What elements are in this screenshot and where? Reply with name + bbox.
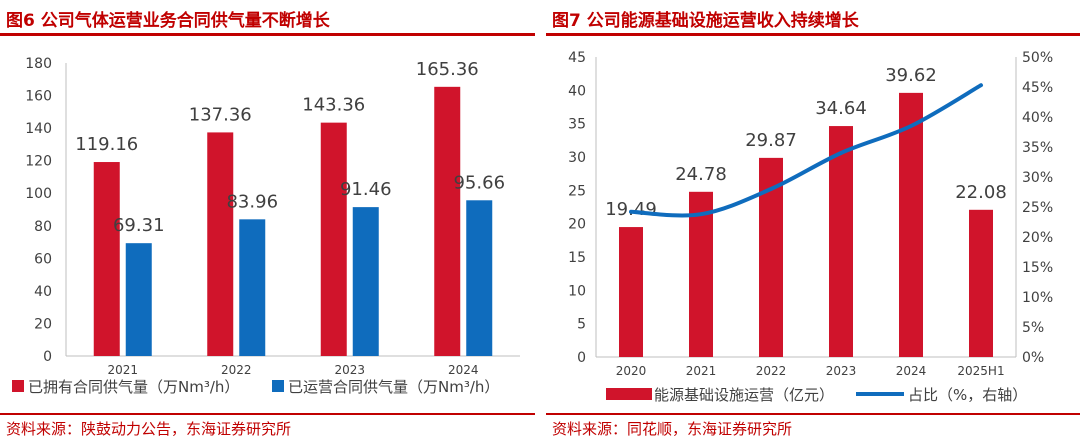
x-tick-label: 2021 — [107, 363, 138, 377]
y-tick-label: 160 — [25, 89, 52, 105]
y-tick-label: 180 — [25, 56, 52, 72]
y-tick-label: 0 — [43, 349, 52, 365]
figure-7-label: 图7 — [552, 11, 581, 31]
legend-label-share: 占比（%，右轴） — [908, 386, 1027, 404]
figure-7-panel: 图7 公司能源基础设施运营收入持续增长 0 5 10 15 20 25 30 35 40 45 0%… — [546, 0, 1080, 445]
figure-6-title: 图6 公司气体运营业务合同供气量不断增长 — [6, 6, 330, 31]
data-label: 19.49 — [605, 199, 657, 220]
x-tick-label: 2021 — [686, 364, 717, 378]
y-tick-label: 30 — [568, 150, 586, 166]
bar-operating — [352, 207, 379, 356]
legend-swatch-operating — [272, 380, 284, 392]
legend-label-operating: 已运营合同供气量（万Nm³/h） — [288, 378, 499, 396]
y-tick-label: 35 — [568, 117, 586, 133]
legend-swatch-owned — [12, 380, 24, 392]
legend-swatch-revenue — [606, 388, 652, 400]
data-label: 29.87 — [745, 130, 797, 151]
figure-7-chart: 0 5 10 15 20 25 30 35 40 45 0% 5% 10% 15% 20% 25% 30% 35%… — [568, 50, 1053, 404]
y-tick-label: 80 — [34, 219, 52, 235]
x-tick-label: 2024 — [448, 363, 479, 377]
figure-7-title-text: 公司能源基础设施运营收入持续增长 — [586, 11, 859, 31]
figure-7-title: 图7 公司能源基础设施运营收入持续增长 — [552, 6, 859, 31]
y2-tick-label: 15% — [1022, 260, 1053, 276]
data-label: 83.96 — [226, 191, 278, 212]
y-tick-label: 10 — [568, 283, 586, 299]
y-tick-label: 140 — [25, 121, 52, 137]
figure-6-label: 图6 — [6, 11, 35, 31]
figure-7-source: 资料来源：同花顺，东海证券研究所 — [552, 420, 793, 438]
data-label: 95.66 — [453, 172, 505, 193]
bar-owned — [320, 122, 347, 356]
data-label: 34.64 — [815, 98, 867, 119]
y2-tick-label: 5% — [1022, 320, 1044, 336]
data-label: 165.36 — [416, 59, 479, 80]
bar-owned — [434, 86, 461, 357]
y-tick-label: 120 — [25, 154, 52, 170]
data-label: 137.36 — [189, 104, 252, 125]
y-tick-label: 60 — [34, 251, 52, 267]
legend-label-owned: 已拥有合同供气量（万Nm³/h） — [28, 378, 239, 396]
y2-tick-label: 35% — [1022, 140, 1053, 156]
data-label: 119.16 — [75, 134, 138, 155]
bar-revenue — [829, 126, 853, 357]
bar-operating — [466, 200, 493, 356]
bar-revenue — [899, 92, 923, 357]
y-tick-label: 40 — [568, 83, 586, 99]
y2-tick-label: 0% — [1022, 350, 1044, 366]
y2-tick-label: 50% — [1022, 50, 1053, 66]
bar-owned — [207, 132, 234, 356]
bar-revenue — [969, 209, 993, 357]
y-tick-label: 25 — [568, 183, 586, 199]
data-label: 143.36 — [302, 95, 365, 116]
y-tick-label: 5 — [577, 317, 586, 333]
x-tick-label: 2024 — [896, 364, 927, 378]
bar-operating — [125, 243, 152, 356]
figure-6-source: 资料来源：陕鼓动力公告，东海证券研究所 — [6, 420, 292, 438]
data-label: 39.62 — [885, 65, 937, 86]
y2-tick-label: 45% — [1022, 80, 1053, 96]
y-tick-label: 15 — [568, 250, 586, 266]
share-line — [629, 83, 983, 218]
y-tick-label: 0 — [577, 350, 586, 366]
y-tick-label: 40 — [34, 284, 52, 300]
y-tick-label: 100 — [25, 186, 52, 202]
bar-revenue — [689, 191, 713, 357]
data-label: 69.31 — [113, 215, 165, 236]
figure-7-source-rule — [546, 413, 1080, 415]
x-tick-label: 2020 — [616, 364, 647, 378]
data-label: 22.08 — [955, 182, 1007, 203]
y2-tick-label: 40% — [1022, 110, 1053, 126]
x-tick-label: 2022 — [221, 363, 252, 377]
x-tick-label: 2023 — [334, 363, 365, 377]
y2-tick-label: 30% — [1022, 170, 1053, 186]
bar-owned — [93, 162, 120, 356]
figure-6-title-text: 公司气体运营业务合同供气量不断增长 — [40, 11, 330, 31]
data-label: 91.46 — [340, 179, 392, 200]
x-tick-label: 2023 — [826, 364, 857, 378]
figure-6-source-rule — [0, 413, 535, 415]
x-tick-label: 2022 — [756, 364, 787, 378]
legend-label-revenue: 能源基础设施运营（亿元） — [654, 386, 834, 404]
y-tick-label: 20 — [568, 217, 586, 233]
y2-tick-label: 25% — [1022, 200, 1053, 216]
y2-tick-label: 10% — [1022, 290, 1053, 306]
y-tick-label: 45 — [568, 50, 586, 66]
y-tick-label: 20 — [34, 316, 52, 332]
x-tick-label: 2025H1 — [957, 364, 1004, 378]
bar-revenue — [619, 227, 643, 357]
bar-operating — [239, 219, 266, 356]
figure-6-panel: 图6 公司气体运营业务合同供气量不断增长 0 20 40 60 80 100 120 140 1… — [0, 0, 535, 445]
figure-6-title-rule — [0, 33, 535, 36]
data-label: 24.78 — [675, 164, 727, 185]
y2-tick-label: 20% — [1022, 230, 1053, 246]
figure-7-title-rule — [546, 33, 1080, 36]
figure-6-chart: 0 20 40 60 80 100 120 140 160 180 2021 119.16 69.31 2… — [12, 56, 520, 396]
